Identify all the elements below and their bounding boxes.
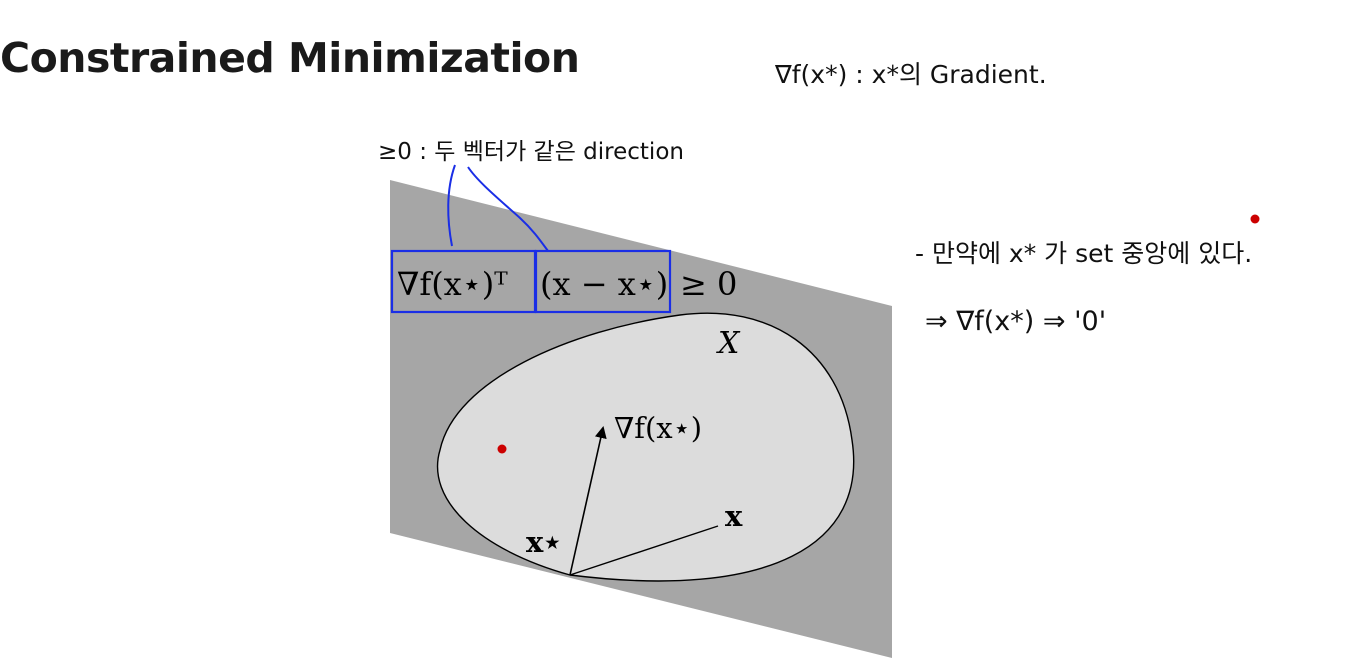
right-header-annotation: ∇f(x*) : x*의 Gradient. [774,60,1047,89]
x-direction-line [569,525,719,576]
red-dot-annotation [1250,214,1260,224]
set-label: X [716,326,741,361]
slide-title: Constrained Minimization [0,34,580,82]
x-star-label: x⋆ [526,525,561,559]
highlight-box-difference [534,249,672,314]
annotation-connector-left [447,164,456,247]
gradient-label: ∇f(x⋆) [614,411,702,445]
top-annotation: ≥0 : 두 벡터가 같은 direction [378,139,684,165]
gradient-arrow [569,426,607,576]
condition-grad-part: ∇f(x⋆)ᵀ [397,265,508,303]
right-annotation-line2: ⇒ ∇f(x*) ⇒ '0' [925,306,1106,337]
x-label: x [725,499,743,533]
annotation-connector-right [467,166,549,252]
condition-ineq: ≥ 0 [680,265,737,303]
red-dot-set [497,444,507,454]
right-annotation-line1: - 만약에 x* 가 set 중앙에 있다. [915,239,1252,268]
convex-set [436,312,855,582]
condition-diff-part: (x − x⋆) [540,265,668,303]
